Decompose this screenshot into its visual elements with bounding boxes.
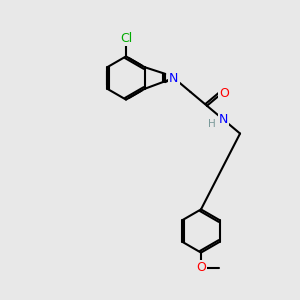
Text: O: O xyxy=(196,261,206,274)
Text: O: O xyxy=(219,88,229,100)
Text: H: H xyxy=(208,119,216,129)
Text: N: N xyxy=(219,113,228,126)
Text: N: N xyxy=(169,71,178,85)
Text: Cl: Cl xyxy=(120,32,132,44)
